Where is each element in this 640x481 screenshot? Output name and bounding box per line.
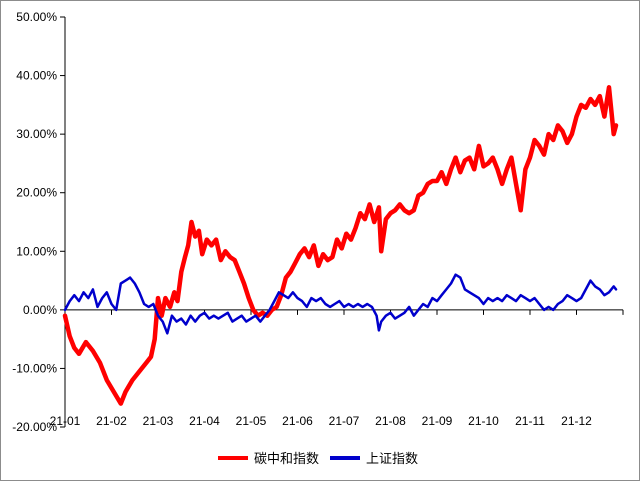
x-tick-label: 21-10	[468, 414, 499, 428]
x-tick-label: 21-12	[561, 414, 592, 428]
y-tick-label: 40.00%	[16, 69, 57, 83]
legend: 碳中和指数 上证指数	[218, 451, 418, 466]
y-tick-label: -20.00%	[12, 420, 57, 434]
series-line-1	[63, 273, 618, 335]
legend-label-0: 碳中和指数	[254, 451, 319, 466]
y-tick-label: 30.00%	[16, 127, 57, 141]
y-tick-label: 10.00%	[16, 244, 57, 258]
x-tick-label: 21-11	[515, 414, 545, 428]
series-line-0	[62, 85, 619, 406]
y-tick-label: 20.00%	[16, 186, 57, 200]
x-tick-label: 21-01	[50, 414, 81, 428]
y-tick-label: 0.00%	[23, 303, 57, 317]
x-axis: 21-01 21-02 21-03 21-04 21-05 21-06 21-07 21-08…	[50, 309, 624, 428]
series-lines	[62, 85, 619, 406]
x-tick-label: 21-04	[189, 414, 220, 428]
x-tick-label: 21-08	[375, 414, 406, 428]
x-tick-label: 21-03	[143, 414, 174, 428]
x-tick-label: 21-09	[422, 414, 453, 428]
x-tick-label: 21-05	[236, 414, 267, 428]
x-tick-label: 21-06	[282, 414, 313, 428]
x-tick-label: 21-02	[96, 414, 127, 428]
x-tick-label: 21-07	[329, 414, 360, 428]
legend-label-1: 上证指数	[366, 451, 418, 466]
y-tick-label: -10.00%	[12, 361, 57, 375]
y-tick-label: 50.00%	[16, 10, 57, 24]
y-axis: 50.00% 40.00% 30.00% 20.00% 10.00% 0.00% -10.0…	[12, 10, 66, 434]
